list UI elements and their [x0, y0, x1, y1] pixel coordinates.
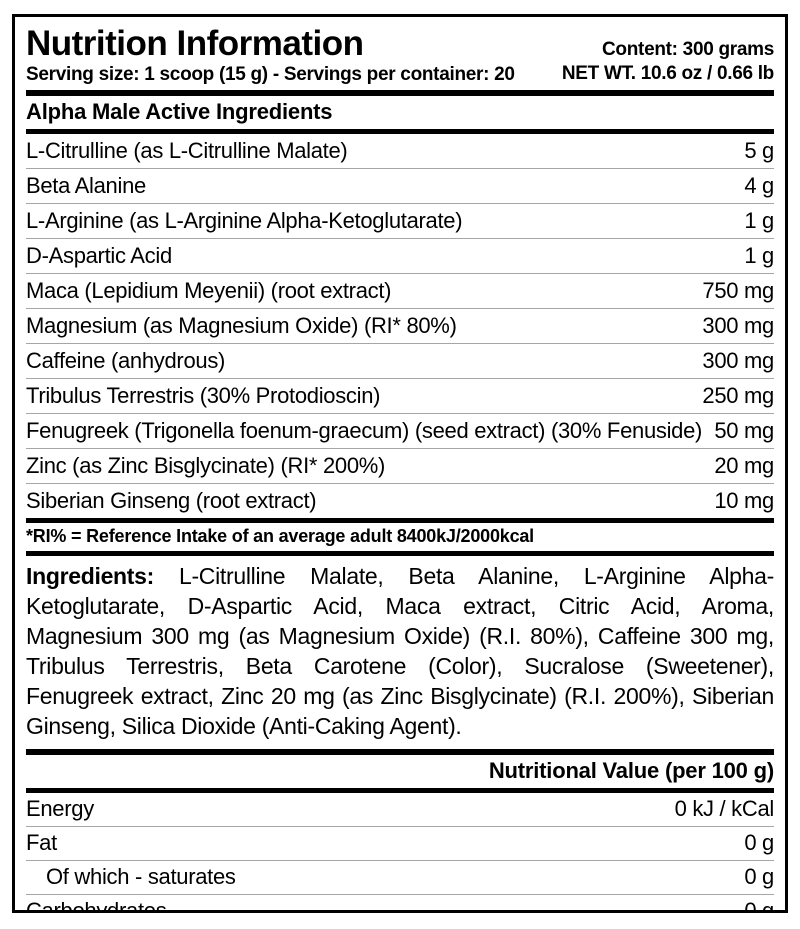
content-line: Content: 300 grams — [602, 39, 774, 60]
active-ingredients-table: L-Citrulline (as L-Citrulline Malate) 5 g… — [26, 134, 774, 518]
row-amount: 50 mg — [714, 418, 774, 443]
row-name: Maca (Lepidium Meyenii) (root extract) — [26, 278, 392, 303]
nutrition-label: Nutrition Information Serving size: 1 sc… — [12, 14, 788, 913]
row-amount: 1 g — [744, 208, 774, 233]
row-name: Beta Alanine — [26, 173, 146, 198]
ingredient-row: Magnesium (as Magnesium Oxide) (RI* 80%)… — [26, 308, 774, 343]
row-name: Energy — [26, 796, 94, 821]
page-title: Nutrition Information — [26, 24, 364, 63]
nutrition-row: Energy 0 kJ / kCal — [26, 793, 774, 826]
row-name: L-Citrulline (as L-Citrulline Malate) — [26, 138, 348, 163]
row-amount: 250 mg — [702, 383, 774, 408]
nutritional-value-table: Energy 0 kJ / kCal Fat 0 g Of which - satura… — [26, 793, 774, 913]
row-name: Of which - saturates — [46, 864, 236, 889]
divider-bar — [26, 749, 774, 755]
ingredient-row: Siberian Ginseng (root extract) 10 mg — [26, 483, 774, 518]
row-amount: 1 g — [744, 243, 774, 268]
row-amount: 750 mg — [702, 278, 774, 303]
ingredient-row: Caffeine (anhydrous) 300 mg — [26, 343, 774, 378]
nutrition-row: Carbohydrates 0 g — [26, 894, 774, 913]
ingredients-label: Ingredients: — [26, 563, 155, 589]
nutrition-row: Fat 0 g — [26, 826, 774, 860]
divider-bar — [26, 129, 774, 134]
ingredient-row: Fenugreek (Trigonella foenum-graecum) (s… — [26, 413, 774, 448]
divider-bar — [26, 788, 774, 793]
ingredient-row: L-Citrulline (as L-Citrulline Malate) 5 g — [26, 134, 774, 168]
row-name: Zinc (as Zinc Bisglycinate) (RI* 200%) — [26, 453, 386, 478]
serving-size-line: Serving size: 1 scoop (15 g) - Servings … — [26, 64, 515, 85]
row-name: Fenugreek (Trigonella foenum-graecum) (s… — [26, 418, 703, 443]
row-amount: 0 g — [744, 898, 774, 913]
ingredients-text: L-Citrulline Malate, Beta Alanine, L-Arg… — [26, 563, 774, 739]
divider-bar — [26, 551, 774, 556]
row-amount: 10 mg — [714, 488, 774, 513]
nutritional-value-header: Nutritional Value (per 100 g) — [488, 758, 774, 783]
row-name: D-Aspartic Acid — [26, 243, 172, 268]
ingredient-row: L-Arginine (as L-Arginine Alpha-Ketoglut… — [26, 203, 774, 238]
row-amount: 0 g — [744, 830, 774, 855]
row-name: Siberian Ginseng (root extract) — [26, 488, 317, 513]
nutrition-row: Of which - saturates 0 g — [26, 860, 774, 894]
ingredient-row: Tribulus Terrestris (30% Protodioscin) 25… — [26, 378, 774, 413]
divider-bar — [26, 90, 774, 96]
row-amount: 4 g — [744, 173, 774, 198]
row-name: Carbohydrates — [26, 898, 167, 913]
label-header: Nutrition Information Serving size: 1 sc… — [26, 23, 774, 90]
ingredient-row: Zinc (as Zinc Bisglycinate) (RI* 200%) 20… — [26, 448, 774, 483]
active-ingredients-header: Alpha Male Active Ingredients — [26, 99, 333, 124]
row-name: Tribulus Terrestris (30% Protodioscin) — [26, 383, 381, 408]
ingredient-row: Beta Alanine 4 g — [26, 168, 774, 203]
row-name: Fat — [26, 830, 57, 855]
row-amount: 300 mg — [702, 313, 774, 338]
ingredient-row: D-Aspartic Acid 1 g — [26, 238, 774, 273]
row-amount: 0 g — [744, 864, 774, 889]
row-amount: 20 mg — [714, 453, 774, 478]
header-left: Nutrition Information Serving size: 1 sc… — [26, 25, 515, 86]
net-weight-line: NET WT. 10.6 oz / 0.66 lb — [561, 63, 774, 84]
row-name: Magnesium (as Magnesium Oxide) (RI* 80%) — [26, 313, 457, 338]
reference-intake-note: *RI% = Reference Intake of an average ad… — [26, 526, 534, 546]
ingredient-row: Maca (Lepidium Meyenii) (root extract) 75… — [26, 273, 774, 308]
row-amount: 0 kJ / kCal — [674, 796, 775, 821]
row-amount: 300 mg — [702, 348, 774, 373]
row-amount: 5 g — [744, 138, 774, 163]
row-name: L-Arginine (as L-Arginine Alpha-Ketoglut… — [26, 208, 463, 233]
row-name: Caffeine (anhydrous) — [26, 348, 226, 373]
divider-bar — [26, 518, 774, 523]
ingredients-paragraph: Ingredients: L-Citrulline Malate, Beta A… — [26, 556, 774, 749]
header-right: Content: 300 grams NET WT. 10.6 oz / 0.6… — [562, 38, 774, 86]
